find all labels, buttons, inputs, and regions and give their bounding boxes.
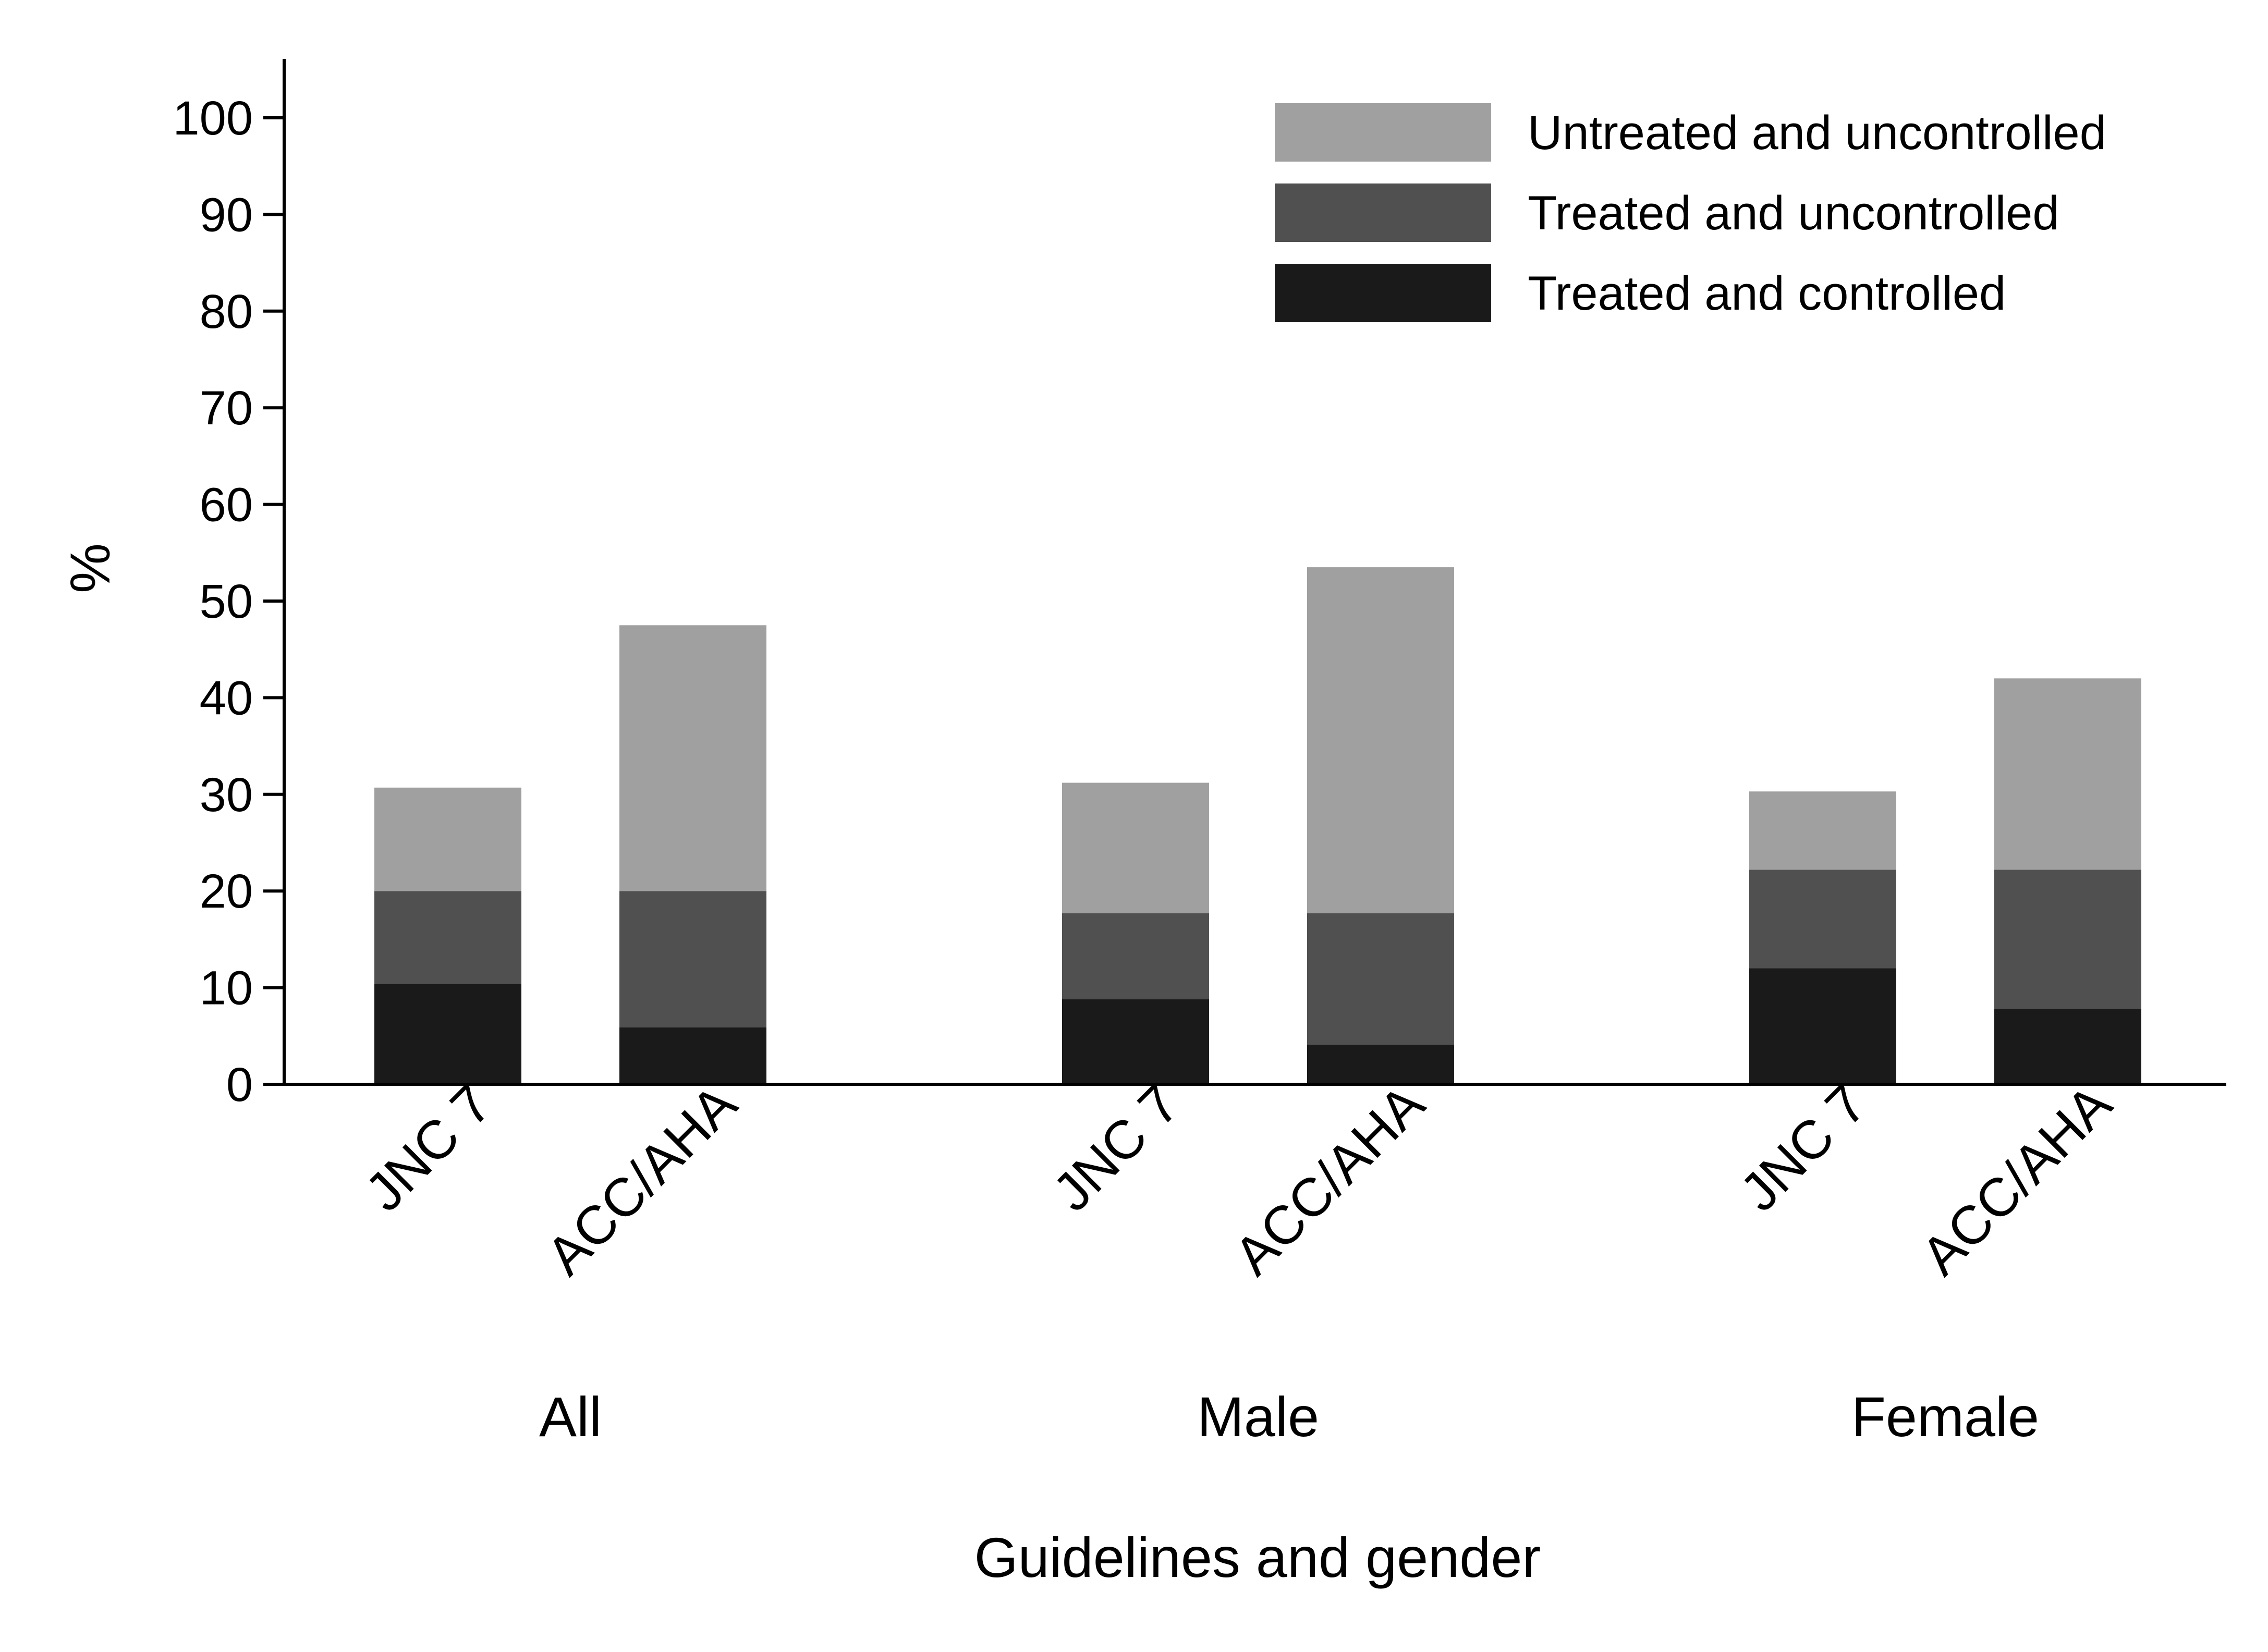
bar-segment-male-acc-aha-treated-and-controlled — [1307, 1044, 1454, 1084]
bar-segment-female-acc-aha-untreated-and-uncontrolled — [1994, 678, 2141, 870]
y-tick-label: 50 — [200, 575, 253, 628]
y-axis-title: % — [58, 543, 121, 593]
legend-label-treated-and-uncontrolled: Treated and uncontrolled — [1528, 187, 2059, 240]
bar-segment-male-acc-aha-treated-and-uncontrolled — [1307, 913, 1454, 1045]
legend-swatch-treated-and-uncontrolled — [1275, 183, 1491, 242]
legend-swatch-treated-and-controlled — [1275, 264, 1491, 322]
y-tick-label: 90 — [200, 188, 253, 241]
bar-segment-all-jnc-7-untreated-and-uncontrolled — [374, 787, 521, 891]
bar-segment-all-jnc-7-treated-and-uncontrolled — [374, 891, 521, 984]
bar-segment-all-acc-aha-untreated-and-uncontrolled — [619, 625, 766, 891]
bar-segment-male-jnc-7-treated-and-uncontrolled — [1062, 913, 1209, 999]
y-tick-label: 10 — [200, 962, 253, 1015]
group-label-all: All — [539, 1385, 602, 1448]
x-category-label-male-jnc-7: JNC 7 — [1042, 1073, 1191, 1222]
bar-segment-female-jnc-7-treated-and-uncontrolled — [1749, 870, 1896, 969]
bars-layer — [374, 567, 2141, 1084]
group-label-female: Female — [1851, 1385, 2039, 1448]
bar-segment-male-acc-aha-untreated-and-uncontrolled — [1307, 567, 1454, 913]
y-tick-label: 30 — [200, 768, 253, 822]
bar-segment-female-acc-aha-treated-and-controlled — [1994, 1009, 2141, 1084]
bar-segment-female-jnc-7-treated-and-controlled — [1749, 968, 1896, 1084]
legend-label-treated-and-controlled: Treated and controlled — [1528, 267, 2006, 320]
y-tick-label: 100 — [173, 92, 253, 145]
bar-segment-all-jnc-7-treated-and-controlled — [374, 984, 521, 1084]
bar-segment-male-jnc-7-treated-and-controlled — [1062, 999, 1209, 1084]
y-tick-label: 70 — [200, 382, 253, 435]
x-category-label-female-jnc-7: JNC 7 — [1729, 1073, 1878, 1222]
x-axis-title: Guidelines and gender — [974, 1526, 1541, 1589]
y-tick-label: 80 — [200, 285, 253, 338]
bar-segment-male-jnc-7-untreated-and-uncontrolled — [1062, 782, 1209, 913]
x-labels-layer: JNC 7 ACC/AHA JNC 7 ACC/AHA JNC 7 ACC/AHA — [354, 1073, 2124, 1287]
bar-segment-female-jnc-7-untreated-and-uncontrolled — [1749, 791, 1896, 870]
y-tick-label: 60 — [200, 479, 253, 532]
bar-segment-all-acc-aha-treated-and-controlled — [619, 1027, 766, 1084]
y-tick-label: 40 — [200, 671, 253, 725]
y-ticks-layer: 0 10 20 30 40 50 60 70 80 90 100 — [173, 92, 284, 1111]
x-category-label-female-acc-aha: ACC/AHA — [1910, 1073, 2123, 1287]
legend-label-untreated-and-uncontrolled: Untreated and uncontrolled — [1528, 106, 2106, 160]
bar-segment-female-acc-aha-treated-and-uncontrolled — [1994, 870, 2141, 1009]
y-tick-label: 20 — [200, 865, 253, 918]
x-category-label-all-acc-aha: ACC/AHA — [535, 1073, 748, 1287]
group-label-male: Male — [1197, 1385, 1319, 1448]
x-category-label-all-jnc-7: JNC 7 — [354, 1073, 503, 1222]
y-tick-label: 0 — [226, 1058, 253, 1111]
bar-segment-all-acc-aha-treated-and-uncontrolled — [619, 891, 766, 1027]
legend-swatch-untreated-and-uncontrolled — [1275, 103, 1491, 162]
x-category-label-male-acc-aha: ACC/AHA — [1223, 1073, 1436, 1287]
group-labels-layer: All Male Female — [539, 1385, 2039, 1448]
legend: Untreated and uncontrolled Treated and un… — [1275, 103, 2106, 322]
